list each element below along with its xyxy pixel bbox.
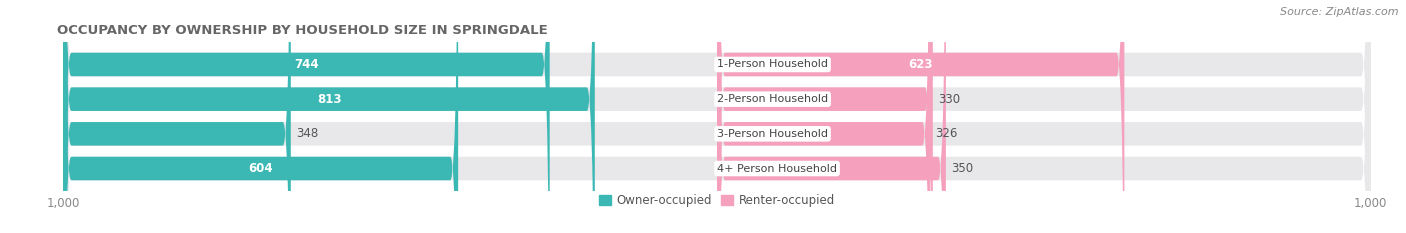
FancyBboxPatch shape — [717, 0, 931, 233]
FancyBboxPatch shape — [717, 0, 1125, 233]
Text: 744: 744 — [294, 58, 319, 71]
FancyBboxPatch shape — [717, 0, 932, 233]
FancyBboxPatch shape — [63, 0, 550, 233]
Text: 813: 813 — [316, 93, 342, 106]
Text: OCCUPANCY BY OWNERSHIP BY HOUSEHOLD SIZE IN SPRINGDALE: OCCUPANCY BY OWNERSHIP BY HOUSEHOLD SIZE… — [56, 24, 547, 37]
FancyBboxPatch shape — [63, 0, 1371, 233]
Text: 2-Person Household: 2-Person Household — [717, 94, 828, 104]
Text: Source: ZipAtlas.com: Source: ZipAtlas.com — [1281, 7, 1399, 17]
FancyBboxPatch shape — [717, 0, 946, 233]
Text: 330: 330 — [938, 93, 960, 106]
Text: 1-Person Household: 1-Person Household — [717, 59, 828, 69]
Text: 326: 326 — [935, 127, 957, 140]
FancyBboxPatch shape — [63, 0, 1371, 233]
Legend: Owner-occupied, Renter-occupied: Owner-occupied, Renter-occupied — [593, 190, 841, 212]
Text: 348: 348 — [297, 127, 318, 140]
Text: 3-Person Household: 3-Person Household — [717, 129, 828, 139]
FancyBboxPatch shape — [63, 0, 595, 233]
FancyBboxPatch shape — [63, 0, 1371, 233]
FancyBboxPatch shape — [63, 0, 291, 233]
Text: 623: 623 — [908, 58, 934, 71]
Text: 604: 604 — [249, 162, 273, 175]
Text: 4+ Person Household: 4+ Person Household — [717, 164, 837, 174]
Text: 350: 350 — [950, 162, 973, 175]
FancyBboxPatch shape — [63, 0, 1371, 233]
FancyBboxPatch shape — [63, 0, 458, 233]
